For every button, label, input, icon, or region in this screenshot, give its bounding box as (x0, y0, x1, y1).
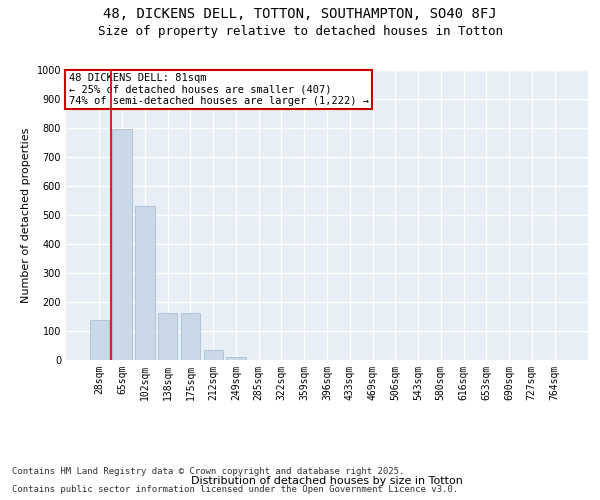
Bar (90, 320, 109, 360)
Text: 48, DICKENS DELL, TOTTON, SOUTHAMPTON, SO40 8FJ: 48, DICKENS DELL, TOTTON, SOUTHAMPTON, S… (103, 8, 497, 22)
Y-axis label: Number of detached properties: Number of detached properties (21, 128, 31, 302)
Text: Contains HM Land Registry data © Crown copyright and database right 2025.: Contains HM Land Registry data © Crown c… (12, 467, 404, 476)
Bar (135, 206, 155, 360)
Text: Contains public sector information licensed under the Open Government Licence v3: Contains public sector information licen… (12, 485, 458, 494)
Text: 48 DICKENS DELL: 81sqm
← 25% of detached houses are smaller (407)
74% of semi-de: 48 DICKENS DELL: 81sqm ← 25% of detached… (68, 73, 368, 106)
Bar (226, 357, 245, 360)
Bar (203, 350, 223, 360)
Text: Size of property relative to detached houses in Totton: Size of property relative to detached ho… (97, 25, 503, 38)
X-axis label: Distribution of detached houses by size in Totton: Distribution of detached houses by size … (191, 476, 463, 486)
Bar (112, 130, 132, 360)
Bar (158, 312, 178, 360)
Bar (181, 312, 200, 360)
